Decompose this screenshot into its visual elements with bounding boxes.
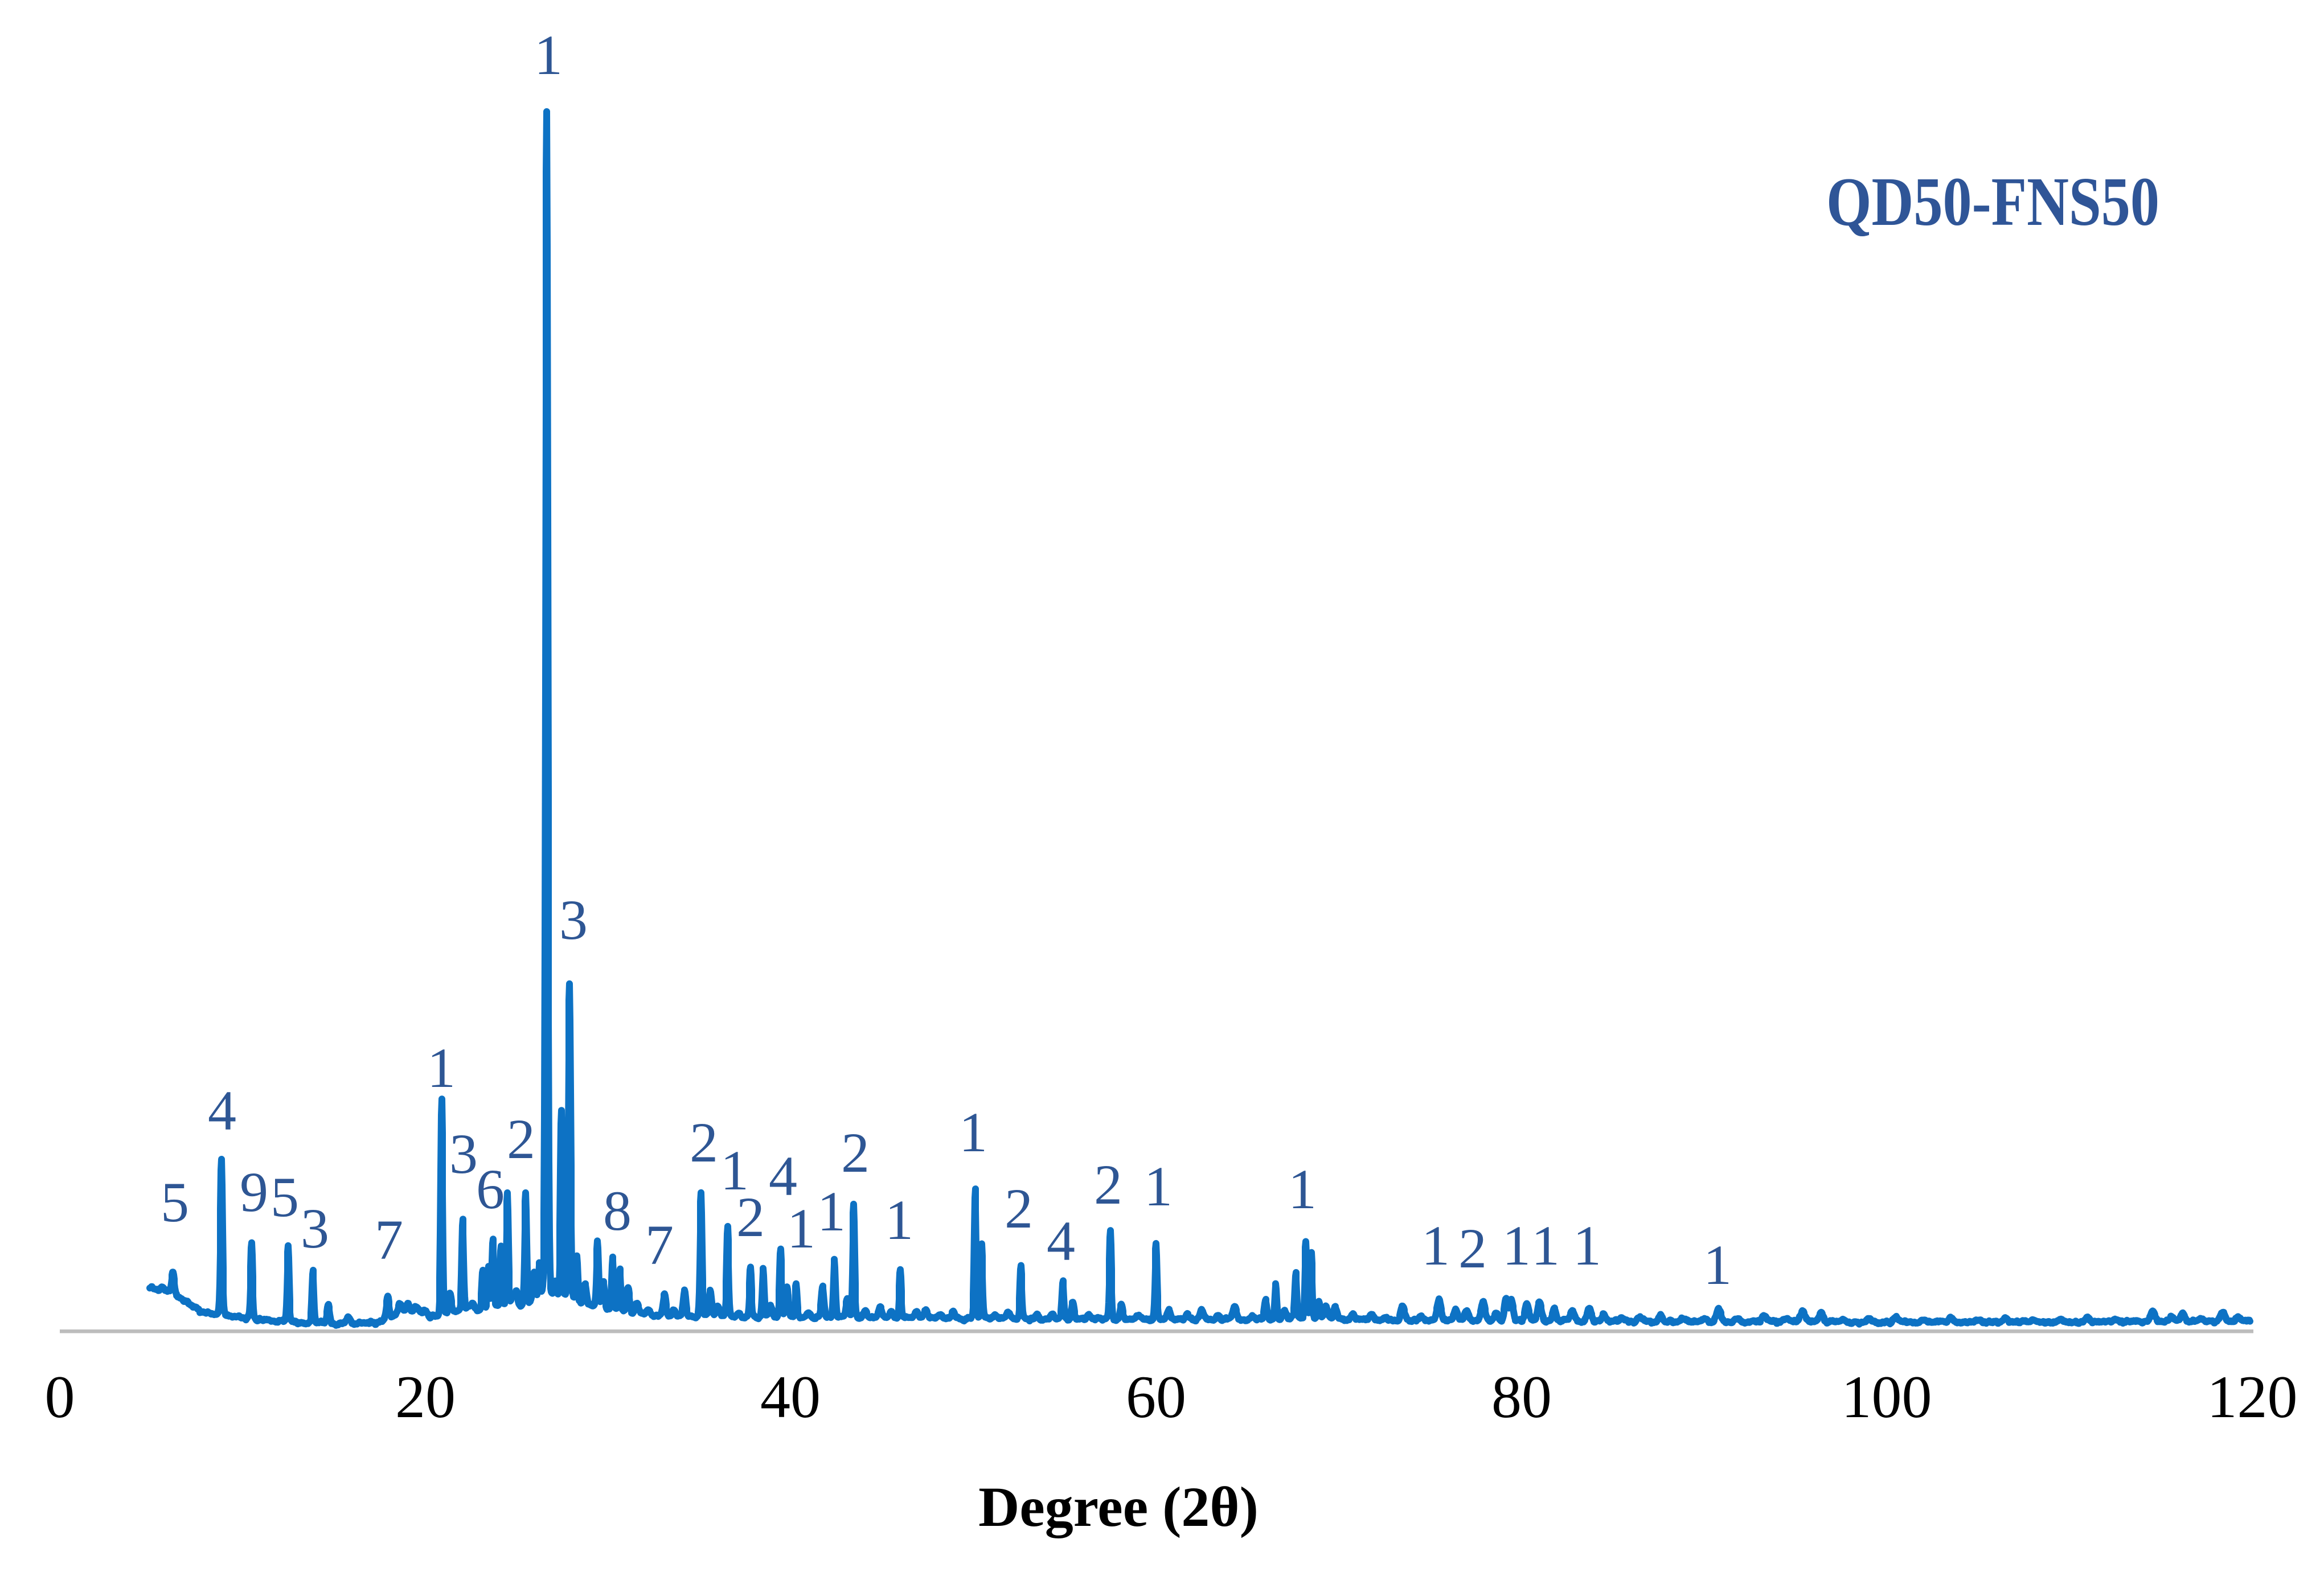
svg-text:7: 7 <box>375 1208 403 1271</box>
svg-text:7: 7 <box>645 1213 674 1277</box>
svg-text:2: 2 <box>1458 1217 1487 1280</box>
svg-text:QD50-FNS50: QD50-FNS50 <box>1826 163 2159 240</box>
svg-text:1: 1 <box>817 1180 846 1243</box>
svg-text:2: 2 <box>690 1111 718 1174</box>
svg-text:9: 9 <box>240 1160 268 1224</box>
svg-text:2: 2 <box>736 1185 765 1249</box>
svg-text:1: 1 <box>1288 1158 1317 1221</box>
svg-text:1: 1 <box>885 1188 913 1251</box>
svg-text:40: 40 <box>760 1364 821 1430</box>
svg-text:80: 80 <box>1491 1364 1552 1430</box>
svg-text:Degree (2θ): Degree (2θ) <box>978 1475 1259 1538</box>
svg-text:0: 0 <box>45 1364 75 1430</box>
svg-text:6: 6 <box>476 1158 505 1221</box>
svg-text:1: 1 <box>1573 1214 1601 1277</box>
svg-text:1: 1 <box>1421 1214 1450 1277</box>
svg-text:1: 1 <box>1531 1214 1560 1277</box>
svg-text:3: 3 <box>559 888 588 951</box>
svg-text:2: 2 <box>841 1121 870 1184</box>
svg-text:100: 100 <box>1842 1364 1932 1430</box>
svg-text:5: 5 <box>161 1171 189 1234</box>
svg-text:2: 2 <box>507 1107 535 1171</box>
svg-text:3: 3 <box>449 1122 478 1185</box>
svg-text:60: 60 <box>1126 1364 1186 1430</box>
svg-text:4: 4 <box>769 1144 797 1208</box>
svg-text:5: 5 <box>270 1165 299 1229</box>
svg-text:1: 1 <box>1144 1155 1173 1218</box>
svg-text:4: 4 <box>1047 1209 1075 1273</box>
svg-text:1: 1 <box>1502 1214 1531 1277</box>
svg-text:1: 1 <box>959 1101 987 1164</box>
svg-text:1: 1 <box>787 1197 815 1260</box>
svg-text:4: 4 <box>208 1079 236 1142</box>
svg-text:1: 1 <box>427 1036 456 1099</box>
svg-text:3: 3 <box>301 1197 329 1260</box>
svg-text:1: 1 <box>534 23 563 87</box>
svg-text:8: 8 <box>603 1179 632 1242</box>
svg-text:120: 120 <box>2207 1364 2298 1430</box>
svg-text:2: 2 <box>1094 1153 1122 1216</box>
svg-text:20: 20 <box>395 1364 456 1430</box>
svg-text:1: 1 <box>720 1139 749 1202</box>
svg-text:1: 1 <box>1703 1233 1732 1296</box>
svg-text:2: 2 <box>1005 1177 1033 1240</box>
